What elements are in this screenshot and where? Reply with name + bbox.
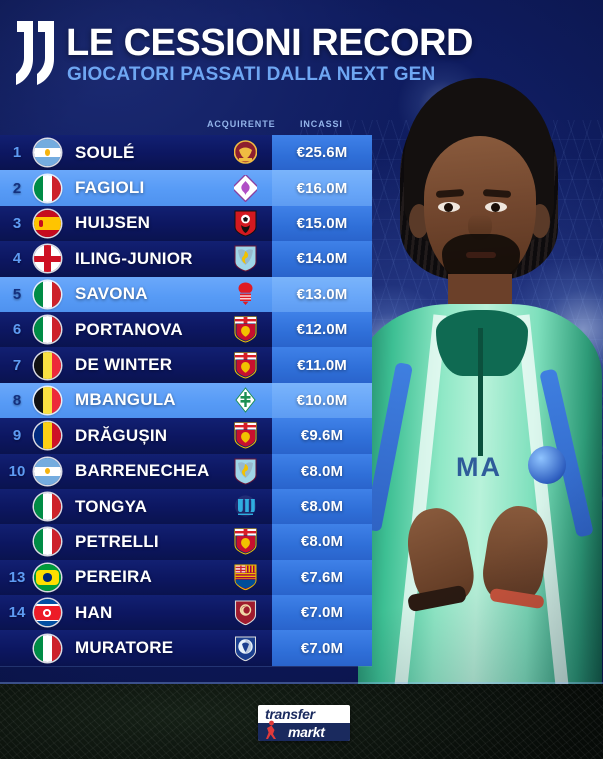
record-sales-table: 1 SOULÉ €25.6M 2 FAGIOLI €16.0M 3 HUIJSEN €15… bbox=[0, 135, 372, 668]
row-player-name: MBANGULA bbox=[75, 390, 176, 410]
italy-flag bbox=[34, 316, 61, 344]
table-row[interactable]: PETRELLI €8.0M bbox=[0, 524, 372, 562]
row-player-name: HUIJSEN bbox=[75, 213, 151, 233]
table-row[interactable]: TONGYA €8.0M bbox=[0, 488, 372, 526]
row-player-name: ILING-JUNIOR bbox=[75, 248, 193, 268]
transfermarkt-logo-bottom: markt bbox=[258, 723, 350, 741]
row-fee: €10.0M bbox=[272, 382, 372, 419]
row-rank: 10 bbox=[8, 462, 26, 480]
italy-flag bbox=[34, 174, 61, 202]
row-player-name: PORTANOVA bbox=[75, 319, 183, 339]
row-player-name: DE WINTER bbox=[75, 355, 173, 375]
transfermarkt-logo-top: transfer bbox=[265, 706, 315, 722]
row-rank: 3 bbox=[12, 214, 22, 232]
row-rank: 2 bbox=[12, 179, 22, 197]
row-fee: €16.0M bbox=[272, 170, 372, 206]
table-row[interactable]: 3 HUIJSEN €15.0M bbox=[0, 205, 372, 243]
row-fee: €8.0M bbox=[272, 488, 372, 525]
table-row[interactable]: 8 MBANGULA €10.0M bbox=[0, 382, 372, 420]
aston-villa-crest bbox=[218, 244, 272, 274]
romania-flag bbox=[34, 422, 61, 450]
north-korea-flag bbox=[34, 599, 61, 627]
italy-flag bbox=[34, 493, 61, 521]
marseille-crest bbox=[218, 492, 272, 522]
england-flag bbox=[34, 245, 61, 273]
argentina-flag bbox=[34, 139, 61, 167]
row-player-name: BARRENECHEA bbox=[75, 461, 210, 481]
table-row[interactable]: 7 DE WINTER €11.0M bbox=[0, 347, 372, 385]
genoa-crest bbox=[218, 350, 272, 380]
transfermarkt-logo: transfer markt bbox=[258, 705, 350, 741]
belgium-flag bbox=[34, 351, 61, 379]
row-fee: €9.6M bbox=[272, 418, 372, 454]
italy-flag bbox=[34, 634, 61, 662]
row-player-name: HAN bbox=[75, 602, 113, 622]
row-rank: 13 bbox=[8, 568, 26, 586]
table-row[interactable]: 14 HAN €7.0M bbox=[0, 595, 372, 632]
row-fee: €15.0M bbox=[272, 205, 372, 242]
italy-flag bbox=[34, 528, 61, 556]
duhail-crest bbox=[218, 598, 272, 628]
juventus-jj-logo bbox=[16, 21, 54, 85]
row-player-name: SAVONA bbox=[75, 284, 148, 304]
werder-bremen-crest bbox=[218, 385, 272, 415]
row-player-name: PETRELLI bbox=[75, 531, 159, 551]
belgium-flag bbox=[34, 386, 61, 414]
row-fee: €7.0M bbox=[272, 595, 372, 631]
row-fee: €14.0M bbox=[272, 241, 372, 277]
row-fee: €7.0M bbox=[272, 630, 372, 666]
row-fee: €11.0M bbox=[272, 347, 372, 383]
row-fee: €12.0M bbox=[272, 311, 372, 348]
row-player-name: SOULÉ bbox=[75, 142, 135, 162]
row-fee: €25.6M bbox=[272, 135, 372, 171]
genoa-crest bbox=[218, 527, 272, 557]
table-row[interactable]: 6 PORTANOVA €12.0M bbox=[0, 311, 372, 349]
row-rank: 4 bbox=[12, 250, 22, 268]
column-header-buyer: ACQUIRENTE bbox=[207, 119, 276, 129]
row-fee: €8.0M bbox=[272, 453, 372, 489]
table-row[interactable]: 9 DRĂGUȘIN €9.6M bbox=[0, 418, 372, 455]
table-row[interactable]: 2 FAGIOLI €16.0M bbox=[0, 170, 372, 208]
row-rank: 14 bbox=[8, 604, 26, 622]
barcelona-crest bbox=[218, 562, 272, 592]
row-rank: 7 bbox=[12, 356, 22, 374]
row-player-name: MURATORE bbox=[75, 638, 174, 658]
row-rank: 9 bbox=[12, 427, 22, 445]
pitch-edge-line bbox=[0, 682, 603, 684]
fiorentina-crest bbox=[218, 173, 272, 203]
column-header-fee: INCASSI bbox=[300, 119, 343, 129]
row-player-name: DRĂGUȘIN bbox=[75, 425, 168, 445]
table-row[interactable]: 4 ILING-JUNIOR €14.0M bbox=[0, 241, 372, 278]
italy-flag bbox=[34, 280, 61, 308]
table-row[interactable]: 1 SOULÉ €25.6M bbox=[0, 135, 372, 172]
genoa-crest bbox=[218, 421, 272, 451]
row-rank: 6 bbox=[12, 321, 22, 339]
row-rank: 5 bbox=[12, 285, 22, 303]
row-rank: 8 bbox=[12, 391, 22, 409]
page-subtitle: GIOCATORI PASSATI DALLA NEXT GEN bbox=[67, 64, 436, 85]
brazil-flag bbox=[34, 563, 61, 591]
spain-flag bbox=[34, 209, 61, 237]
row-fee: €8.0M bbox=[272, 524, 372, 560]
row-player-name: PEREIRA bbox=[75, 567, 152, 587]
atalanta-crest bbox=[218, 633, 272, 663]
bournemouth-crest bbox=[218, 208, 272, 238]
row-player-name: TONGYA bbox=[75, 496, 148, 516]
row-player-name: FAGIOLI bbox=[75, 178, 145, 198]
aston-villa-crest bbox=[218, 456, 272, 486]
as-roma-crest bbox=[218, 138, 272, 168]
argentina-flag bbox=[34, 457, 61, 485]
row-fee: €13.0M bbox=[272, 276, 372, 312]
row-fee: €7.6M bbox=[272, 559, 372, 596]
table-row[interactable]: 13 PEREIRA €7.6M bbox=[0, 559, 372, 597]
genoa-crest bbox=[218, 315, 272, 345]
table-row[interactable]: 5 SAVONA €13.0M bbox=[0, 276, 372, 314]
table-row[interactable]: 10 BARRENECHEA €8.0M bbox=[0, 453, 372, 491]
row-rank: 1 bbox=[12, 144, 22, 162]
nottingham-forest-crest bbox=[218, 279, 272, 309]
page-title: LE CESSIONI RECORD bbox=[66, 22, 473, 64]
table-row[interactable]: MURATORE €7.0M bbox=[0, 630, 372, 668]
transfermarkt-runner-icon bbox=[266, 720, 276, 739]
